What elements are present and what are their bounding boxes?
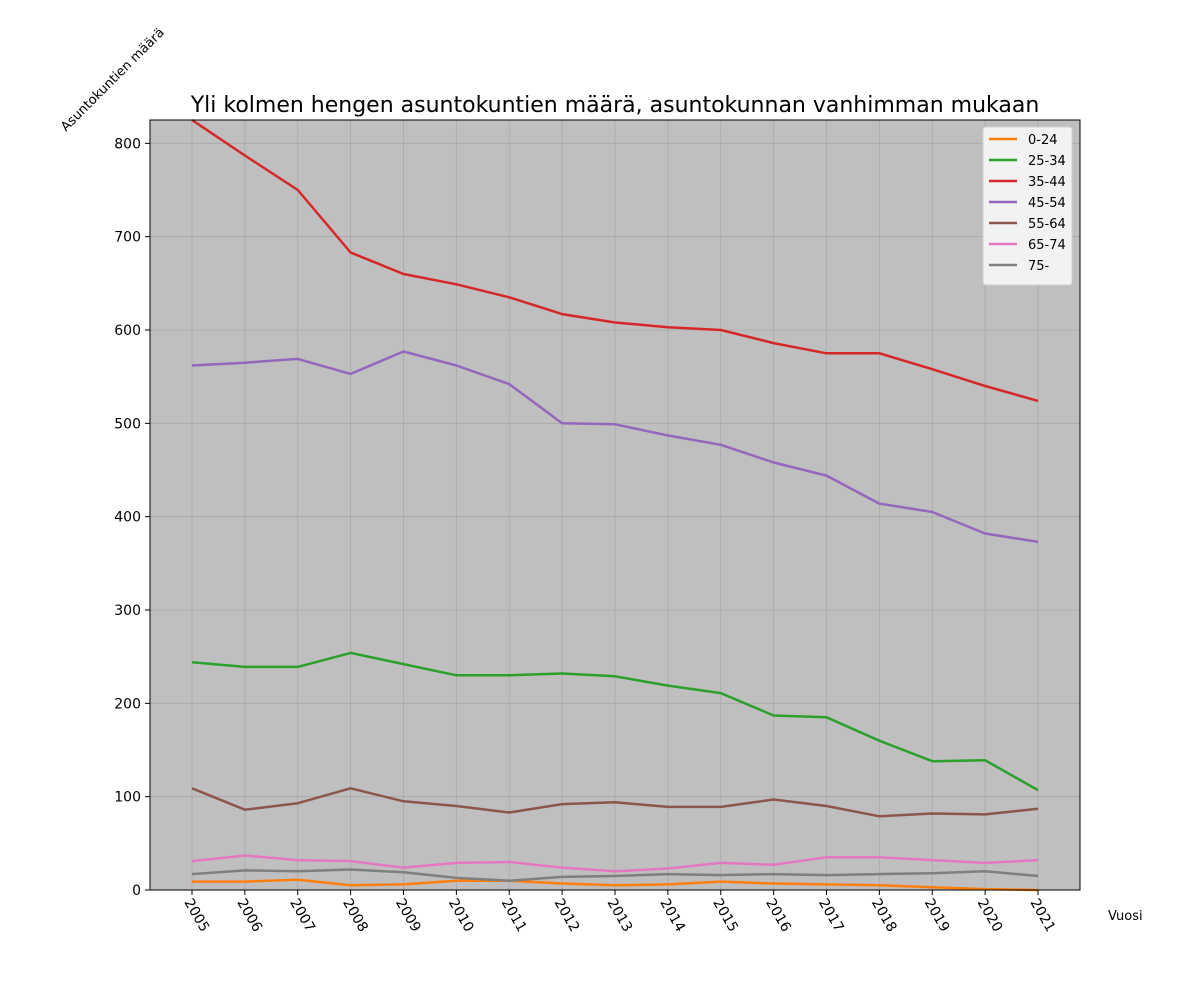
legend-label-55-64: 55-64	[1028, 217, 1066, 232]
series-line-75-	[191, 868, 1039, 882]
legend-label-0-24: 0-24	[1028, 133, 1058, 148]
x-tick-label: 2018	[868, 896, 900, 935]
x-tick-label: 2007	[286, 896, 318, 935]
y-tick-label: 300	[114, 603, 141, 619]
x-tick-label: 2020	[974, 896, 1006, 935]
x-tick-label: 2015	[709, 896, 741, 935]
y-tick-label: 200	[114, 696, 141, 712]
y-tick-label: 0	[132, 883, 141, 899]
series-line-65-74	[191, 854, 1039, 873]
y-tick-label: 800	[114, 136, 141, 152]
x-tick-label: 2019	[921, 896, 953, 935]
x-tick-label: 2008	[339, 896, 371, 935]
x-tick-label: 2006	[233, 896, 265, 935]
legend-box	[982, 126, 1073, 286]
legend-label-45-54: 45-54	[1028, 196, 1066, 211]
x-tick-label: 2016	[762, 896, 794, 935]
series-line-25-34	[191, 651, 1039, 792]
series-lines	[191, 118, 1039, 892]
x-axis-ticks: 2005 2006 2007 2008 2009 2010 2011 2012 2013 2014…	[181, 890, 1059, 935]
series-line-35-44	[191, 118, 1039, 403]
x-tick-label: 2011	[498, 896, 530, 935]
legend-label-75-: 75-	[1028, 259, 1050, 274]
y-tick-label: 100	[114, 790, 141, 806]
x-tick-label: 2013	[604, 896, 636, 935]
y-tick-label: 400	[114, 510, 141, 526]
legend-label-65-74: 65-74	[1028, 238, 1066, 253]
legend: 0-24 25-34 35-44 45-54 55-64 65-74 75-	[982, 126, 1073, 286]
x-axis-label: Vuosi	[1108, 909, 1143, 924]
x-tick-label: 2005	[181, 896, 213, 935]
y-tick-label: 500	[114, 416, 141, 432]
chart-title: Yli kolmen hengen asuntokuntien määrä, a…	[190, 93, 1040, 118]
x-tick-label: 2010	[445, 896, 477, 935]
series-line-55-64	[191, 787, 1039, 818]
x-tick-label: 2012	[551, 896, 583, 935]
x-tick-label: 2009	[392, 896, 424, 935]
legend-label-25-34: 25-34	[1028, 154, 1066, 169]
series-line-45-54	[191, 350, 1039, 544]
x-tick-label: 2017	[815, 896, 847, 935]
y-axis-ticks: 0 100 200 300 400 500 600 700 800	[114, 136, 150, 899]
y-tick-label: 600	[114, 323, 141, 339]
x-tick-label: 2021	[1027, 896, 1059, 935]
x-tick-label: 2014	[656, 896, 688, 935]
series-line-0-24	[192, 878, 1039, 892]
y-axis-label: Asuntokuntien määrä	[58, 25, 167, 134]
legend-label-35-44: 35-44	[1028, 175, 1066, 190]
y-tick-label: 700	[114, 230, 141, 246]
